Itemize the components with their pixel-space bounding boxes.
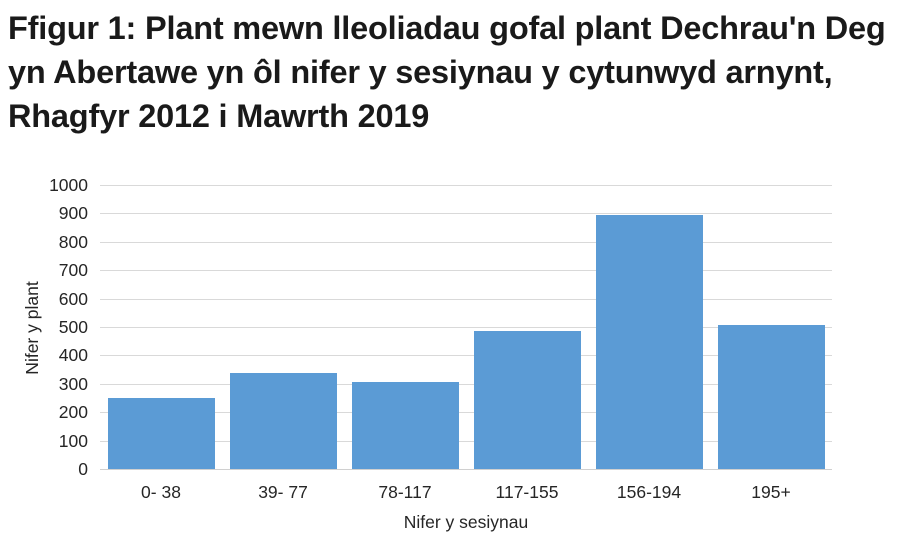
gridline [100, 327, 832, 328]
gridline [100, 355, 832, 356]
y-tick-label: 600 [58, 289, 88, 309]
x-tick-label: 39- 77 [258, 482, 308, 502]
x-tick-label: 156-194 [616, 482, 682, 502]
y-tick-label: 900 [58, 203, 88, 223]
chart-title: Ffigur 1: Plant mewn lleoliadau gofal pl… [8, 10, 886, 134]
y-tick-label: 300 [58, 374, 88, 394]
gridline [100, 412, 832, 413]
y-tick-label: 700 [58, 260, 88, 280]
bar-39-77 [230, 373, 337, 469]
bar-195plus [718, 325, 825, 469]
y-tick-label: 200 [58, 402, 88, 422]
y-tick-label: 500 [58, 317, 88, 337]
y-tick-label: 100 [58, 431, 88, 451]
y-tick-label: 1000 [49, 175, 88, 195]
gridline [100, 213, 832, 214]
bar-0-38 [108, 398, 215, 469]
x-axis-line [100, 469, 832, 470]
gridline [100, 270, 832, 271]
gridline [100, 185, 832, 186]
y-tick-label: 0 [78, 459, 88, 479]
gridline [100, 299, 832, 300]
gridline [100, 441, 832, 442]
x-tick-label: 117-155 [495, 482, 559, 502]
x-axis-label: Nifer y sesiynau [403, 512, 529, 532]
x-tick-label: 195+ [751, 482, 791, 502]
x-tick-label: 78-117 [378, 482, 432, 502]
y-axis-label: Nifer y plant [22, 281, 42, 375]
x-tick-label: 0- 38 [141, 482, 181, 502]
bar-78-117 [352, 382, 459, 469]
bar-117-155 [474, 331, 581, 469]
bar-156-194 [596, 215, 703, 469]
y-tick-label: 400 [58, 345, 88, 365]
gridline [100, 242, 832, 243]
y-tick-label: 800 [58, 232, 88, 252]
gridline [100, 384, 832, 385]
